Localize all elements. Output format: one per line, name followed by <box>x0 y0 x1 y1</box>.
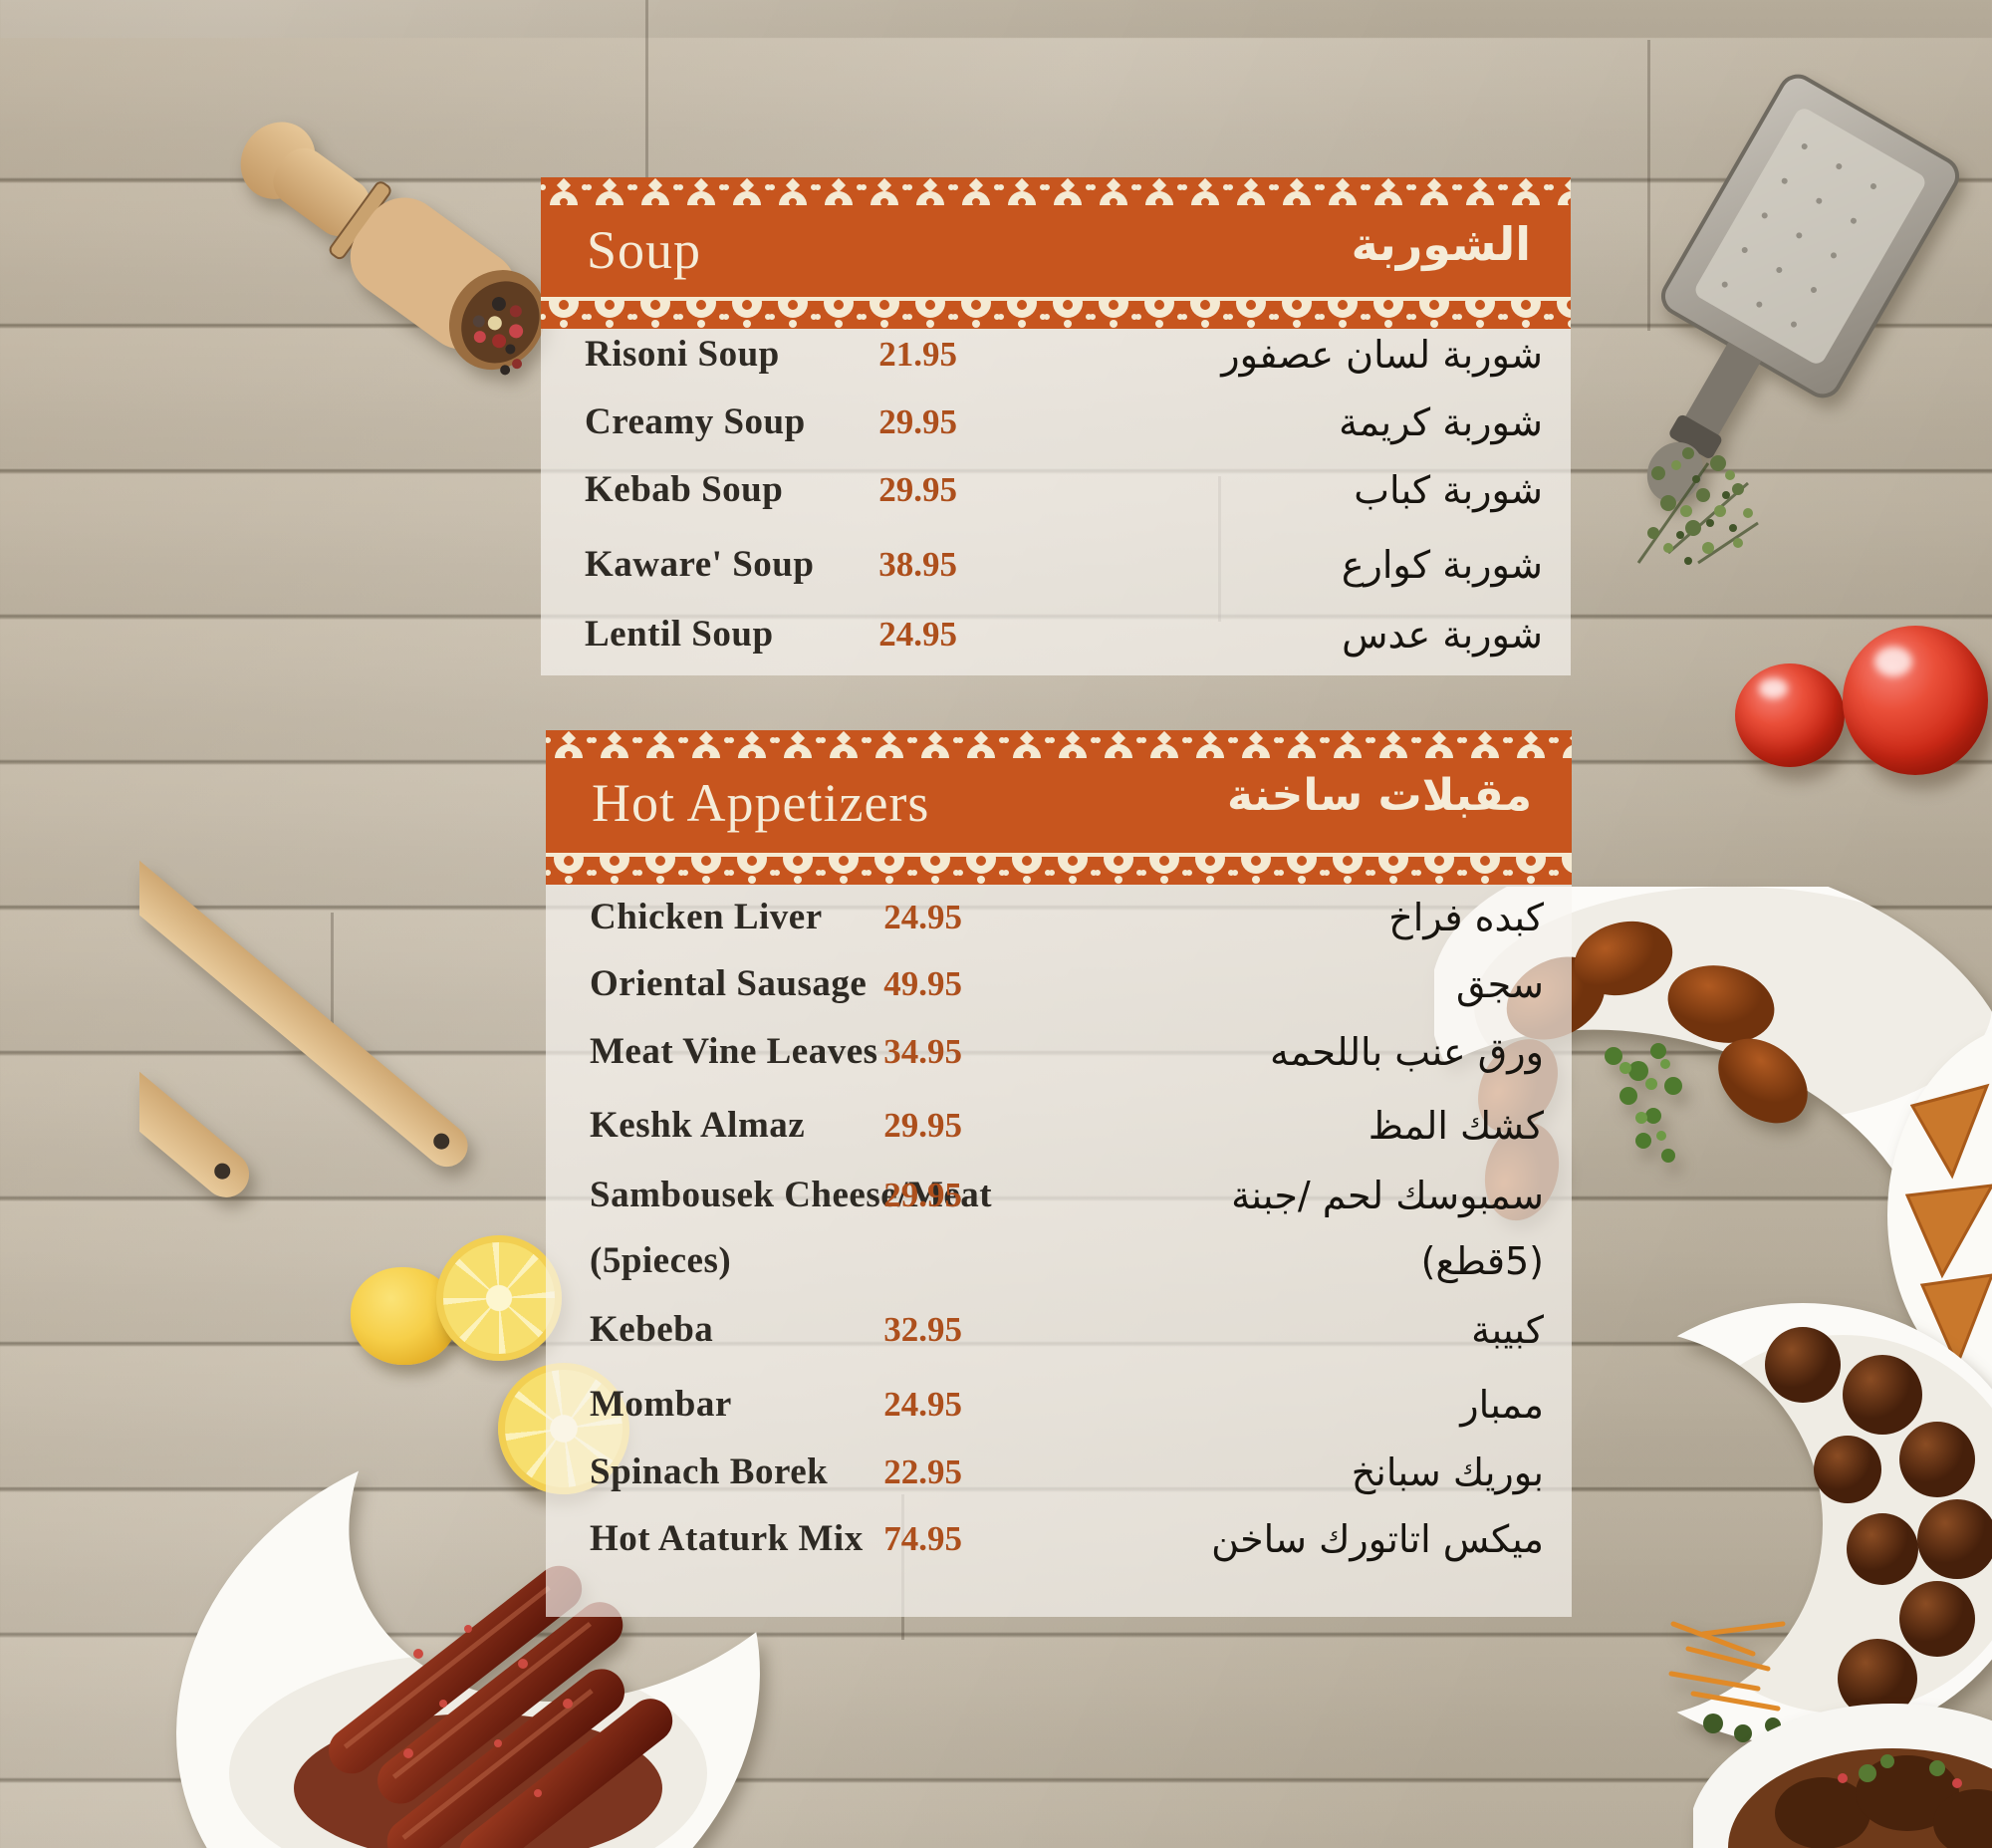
item-name-ar: ميكس اتاتورك ساخن <box>1211 1517 1544 1561</box>
item-price: 29.95 <box>883 1106 962 1145</box>
item-price: 29.95 <box>878 402 957 441</box>
item-name-ar: (5قطع) <box>1420 1239 1544 1283</box>
menu-item-row: Kaware' Soup 38.95 شوربة كوارع <box>541 532 1571 598</box>
lace-border-icon <box>546 730 1572 758</box>
menu-item-row: Sambousek Cheese/Meat 29.95 سمبوسك لحم /… <box>546 1163 1572 1228</box>
plank-seam <box>1647 40 1650 331</box>
menu-item-row: Oriental Sausage 49.95 سجق <box>546 951 1572 1017</box>
soup-section-header: Soup الشوربة <box>541 177 1571 329</box>
section-title-en: Soup <box>587 220 702 280</box>
menu-item-row: Lentil Soup 24.95 شوربة عدس <box>541 602 1571 667</box>
item-name-ar: شوربة كوارع <box>1341 543 1543 587</box>
item-price: 32.95 <box>883 1310 962 1349</box>
lace-border-icon <box>541 177 1571 205</box>
tomato-decoration <box>1735 663 1845 767</box>
item-name-ar: سجق <box>1455 962 1544 1006</box>
item-price: 24.95 <box>883 898 962 936</box>
menu-item-row: Mombar 24.95 ممبار <box>546 1372 1572 1438</box>
item-name-en: Kebeba <box>590 1309 714 1350</box>
menu-item-row: (5pieces) (5قطع) <box>546 1228 1572 1294</box>
item-name-en: Meat Vine Leaves <box>590 1031 878 1072</box>
section-title-ar: الشوربة <box>1351 217 1531 271</box>
wooden-spatulas-decoration <box>139 809 468 1197</box>
menu-item-row: Chicken Liver 24.95 كبده فراخ <box>546 885 1572 950</box>
item-price: 29.95 <box>883 1176 962 1214</box>
item-price: 22.95 <box>883 1452 962 1491</box>
menu-item-row: Kebab Soup 29.95 شوربة كباب <box>541 457 1571 523</box>
item-name-ar: شوربة كباب <box>1354 468 1543 512</box>
item-name-ar: سمبوسك لحم /جبنة <box>1231 1174 1544 1217</box>
item-price: 29.95 <box>878 470 957 509</box>
menu-item-row: Meat Vine Leaves 34.95 ورق عنب باللحمه <box>546 1019 1572 1085</box>
lemon-slice-decoration <box>436 1235 562 1361</box>
meatball-plate-decoration <box>1554 1295 1992 1753</box>
menu-item-row: Spinach Borek 22.95 بوريك سبانخ <box>546 1440 1572 1505</box>
item-name-en: Spinach Borek <box>590 1452 829 1492</box>
hot-appetizers-menu-panel: Hot Appetizers مقبلات ساخنة Chicken Live… <box>546 730 1572 1617</box>
meat-dish-decoration <box>1693 1704 1992 1848</box>
item-name-en: Hot Ataturk Mix <box>590 1518 864 1559</box>
menu-item-row: Hot Ataturk Mix 74.95 ميكس اتاتورك ساخن <box>546 1506 1572 1572</box>
hot-appetizers-section-header: Hot Appetizers مقبلات ساخنة <box>546 730 1572 885</box>
item-name-en: Mombar <box>590 1384 732 1425</box>
item-name-ar: ورق عنب باللحمه <box>1270 1030 1544 1074</box>
wooden-scoop-decoration <box>240 122 546 376</box>
item-name-en: Oriental Sausage <box>590 963 868 1004</box>
item-name-ar: شوربة عدس <box>1342 613 1543 657</box>
menu-item-row: Risoni Soup 21.95 شوربة لسان عصفور <box>541 322 1571 388</box>
soup-menu-panel: Soup الشوربة Risoni Soup 21.95 شوربة لسا… <box>541 177 1571 675</box>
item-name-ar: كشك المظ <box>1368 1104 1544 1148</box>
item-name-en: Sambousek Cheese/Meat <box>590 1175 993 1215</box>
menu-item-row: Kebeba 32.95 كبيبة <box>546 1297 1572 1363</box>
item-name-ar: كبده فراخ <box>1388 896 1544 939</box>
item-name-ar: كبيبة <box>1471 1308 1544 1352</box>
lace-border-icon <box>546 853 1572 885</box>
item-name-en: Chicken Liver <box>590 897 823 937</box>
item-name-ar: شوربة لسان عصفور <box>1221 333 1543 377</box>
lace-border-icon <box>541 297 1571 329</box>
section-title-ar: مقبلات ساخنة <box>1227 770 1532 821</box>
item-name-ar: شوربة كريمة <box>1339 400 1543 444</box>
item-name-ar: ممبار <box>1460 1383 1544 1427</box>
menu-item-row: Creamy Soup 29.95 شوربة كريمة <box>541 390 1571 455</box>
item-name-en: Risoni Soup <box>585 334 780 375</box>
item-price: 21.95 <box>878 335 957 374</box>
item-price: 38.95 <box>878 545 957 584</box>
item-name-en: Lentil Soup <box>585 614 774 655</box>
item-price: 24.95 <box>878 615 957 654</box>
item-price: 74.95 <box>883 1519 962 1558</box>
item-name-en: (5pieces) <box>590 1240 732 1281</box>
tomato-decoration <box>1843 626 1988 775</box>
item-name-en: Kaware' Soup <box>585 544 815 585</box>
metal-grater-decoration <box>1646 74 1960 502</box>
item-price: 49.95 <box>883 964 962 1003</box>
item-price: 34.95 <box>883 1032 962 1071</box>
plank-seam <box>645 0 648 185</box>
item-name-en: Kebab Soup <box>585 469 784 510</box>
menu-item-row: Keshk Almaz 29.95 كشك المظ <box>546 1093 1572 1159</box>
plank-seam <box>331 913 334 1058</box>
herb-sprig-decoration <box>1636 447 1759 565</box>
item-name-en: Creamy Soup <box>585 401 806 442</box>
item-name-ar: بوريك سبانخ <box>1351 1451 1544 1494</box>
item-price: 24.95 <box>883 1385 962 1424</box>
item-name-en: Keshk Almaz <box>590 1105 806 1146</box>
section-title-en: Hot Appetizers <box>592 773 930 833</box>
